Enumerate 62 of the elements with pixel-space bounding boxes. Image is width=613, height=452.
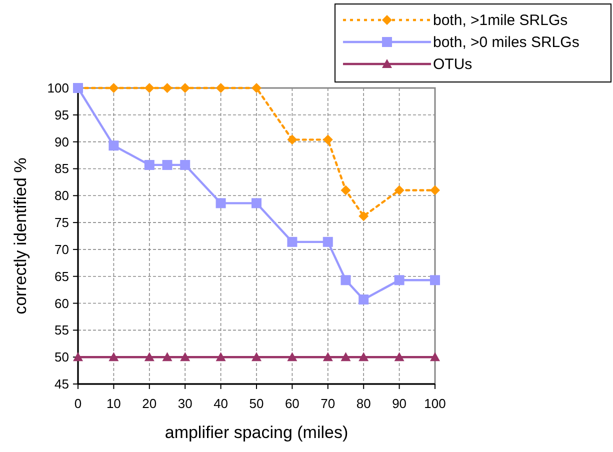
x-tick-label: 0 [74, 396, 82, 411]
x-tick-label: 50 [249, 396, 264, 411]
point [108, 352, 119, 362]
y-tick-label: 95 [54, 107, 69, 122]
point [162, 352, 172, 362]
point [358, 352, 369, 362]
y-tick-label: 100 [47, 80, 69, 96]
point [108, 83, 119, 93]
x-tick-label: 70 [320, 396, 336, 411]
point [180, 83, 190, 93]
y-tick-label: 65 [54, 268, 69, 284]
y-tick-label: 75 [54, 215, 69, 230]
x-tick-label: 40 [214, 396, 228, 411]
point [73, 352, 83, 362]
y-tick-label: 70 [54, 242, 69, 257]
y-tick-label: 85 [54, 161, 69, 176]
point [358, 211, 369, 222]
x-tick-label: 100 [424, 396, 446, 411]
x-axis-title: amplifier spacing (miles) [164, 423, 348, 442]
y-tick-label: 90 [54, 134, 69, 150]
point [394, 185, 404, 196]
point [430, 352, 440, 362]
x-tick-label: 30 [178, 396, 192, 411]
point [144, 83, 154, 93]
point [162, 160, 172, 170]
y-tick-label: 80 [54, 188, 69, 204]
point [180, 160, 190, 170]
point [144, 160, 154, 170]
point [216, 352, 226, 362]
point [430, 275, 440, 286]
x-tick-label: 80 [356, 396, 371, 411]
y-tick-label: 60 [54, 296, 69, 311]
point [144, 352, 154, 362]
point [252, 198, 262, 208]
point [340, 185, 351, 196]
x-tick-label: 10 [106, 396, 121, 411]
point [394, 275, 404, 286]
point [322, 236, 333, 247]
x-tick-label: 90 [392, 396, 407, 411]
point [287, 134, 298, 145]
y-tick-label: 45 [54, 376, 69, 392]
point [162, 83, 172, 93]
point [358, 294, 369, 305]
point [252, 352, 262, 362]
point [287, 236, 298, 247]
y-tick-label: 50 [54, 350, 69, 365]
point [216, 198, 226, 208]
point [216, 83, 226, 93]
point [340, 275, 351, 286]
x-tick-label: 60 [284, 396, 300, 411]
point [394, 352, 404, 362]
point [322, 134, 333, 145]
point [430, 185, 440, 196]
point [322, 352, 333, 362]
point [340, 352, 351, 362]
point [108, 140, 119, 151]
y-tick-label: 55 [54, 322, 69, 338]
y-axis-title: correctly identified % [11, 158, 30, 314]
point [180, 352, 190, 362]
x-tick-label: 20 [142, 396, 157, 411]
point [287, 352, 298, 362]
point [252, 83, 262, 93]
